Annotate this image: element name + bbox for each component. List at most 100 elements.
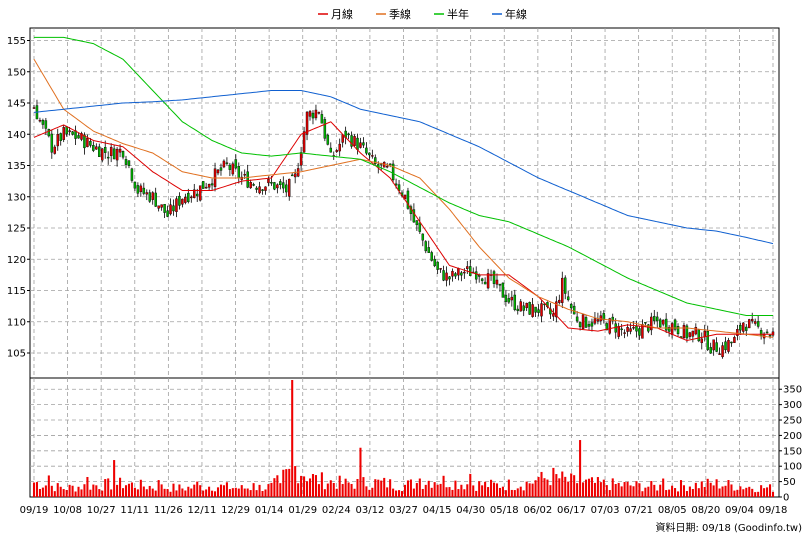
price-tick-label: 105 — [7, 349, 26, 360]
candle-down — [172, 205, 175, 212]
volume-bar — [647, 486, 650, 497]
volume-bar — [368, 489, 371, 497]
volume-bar — [466, 484, 469, 497]
candle-up — [335, 150, 338, 152]
volume-bar — [412, 488, 415, 497]
candle-up — [80, 133, 83, 140]
volume-bar — [679, 480, 683, 497]
candle-up — [721, 345, 724, 358]
volume-bar — [614, 484, 617, 497]
candle-down — [578, 322, 582, 328]
candle-down — [572, 305, 576, 315]
volume-bar — [760, 485, 763, 497]
candle-up — [276, 184, 279, 189]
volume-bar — [424, 484, 427, 497]
volume-bar — [297, 483, 300, 497]
candle-down — [706, 331, 709, 350]
date-tick-label: 01/29 — [288, 505, 317, 516]
volume-bar — [41, 487, 44, 497]
candle-up — [160, 204, 163, 208]
date-tick-label: 08/05 — [658, 505, 687, 516]
volume-bar — [688, 486, 691, 497]
candle-up — [608, 318, 612, 334]
volume-bar — [338, 475, 341, 497]
volume-bar — [225, 482, 228, 497]
volume-bar — [119, 477, 122, 497]
volume-bar — [537, 476, 540, 497]
volume-bar — [409, 479, 412, 497]
volume-bar — [469, 473, 472, 497]
volume-bar — [504, 490, 507, 497]
volume-bar — [674, 488, 677, 497]
candle-up — [56, 133, 59, 147]
date-tick-label: 09/19 — [20, 505, 49, 516]
volume-bar — [709, 482, 712, 497]
volume-bar — [270, 482, 273, 497]
candle-down — [50, 133, 54, 153]
candle-down — [516, 308, 519, 311]
volume-bar — [522, 490, 525, 497]
volume-bar — [629, 485, 632, 497]
volume-bar — [433, 482, 436, 497]
volume-bar — [89, 489, 92, 497]
candle-down — [255, 187, 258, 190]
volume-bar — [531, 483, 534, 497]
volume-bar — [730, 484, 733, 497]
candle-down — [474, 271, 478, 280]
ma-line — [34, 36, 773, 316]
volume-bar — [721, 486, 724, 497]
volume-bar — [587, 478, 591, 497]
volume-bar — [243, 488, 246, 497]
volume-bar — [246, 488, 249, 497]
candle-up — [86, 138, 89, 148]
volume-bar — [617, 482, 620, 497]
price-tick-label: 140 — [7, 130, 26, 141]
candle-up — [317, 112, 321, 114]
date-tick-label: 09/04 — [725, 505, 754, 516]
price-axis: 105 110 115 120 125 130 135 140 145 150 155 — [7, 36, 30, 360]
candle-down — [133, 181, 137, 189]
volume-bar — [196, 481, 199, 497]
volume-bar — [279, 483, 282, 497]
candle-down — [587, 324, 591, 327]
candle-up — [617, 325, 620, 337]
volume-bar — [169, 491, 172, 497]
candle-down — [667, 327, 671, 332]
volume-bar — [172, 483, 175, 497]
date-tick-label: 06/02 — [523, 505, 552, 516]
candle-down — [765, 331, 769, 334]
candle-down — [201, 181, 205, 189]
candle-up — [552, 313, 555, 317]
candle-down — [412, 209, 416, 223]
volume-bar — [478, 481, 481, 497]
volume-bar — [139, 479, 142, 497]
volume-bar — [273, 478, 276, 497]
volume-bar — [335, 488, 338, 497]
candle-up — [95, 146, 98, 150]
price-tick-label: 150 — [7, 67, 26, 78]
volume-bar — [463, 489, 466, 497]
volume-bar — [178, 484, 181, 497]
candle-down — [644, 322, 647, 324]
candle-down — [311, 112, 315, 119]
candle-up — [101, 148, 104, 161]
candle-down — [71, 131, 74, 135]
candle-up — [750, 318, 754, 322]
candle-down — [635, 325, 638, 332]
candle-down — [112, 148, 116, 160]
volume-bar — [546, 479, 549, 497]
volume-bar — [579, 440, 582, 497]
volume-bar — [632, 486, 635, 497]
candle-down — [768, 334, 772, 337]
candle-up — [115, 148, 119, 161]
volume-bar — [567, 481, 570, 497]
volume-bar — [576, 483, 579, 497]
volume-bar — [122, 488, 125, 497]
candle-down — [569, 303, 573, 309]
volume-bar — [656, 490, 659, 497]
volume-bar — [418, 478, 421, 497]
volume-bar — [205, 489, 208, 497]
candle-down — [566, 296, 570, 301]
volume-bar — [626, 481, 629, 497]
